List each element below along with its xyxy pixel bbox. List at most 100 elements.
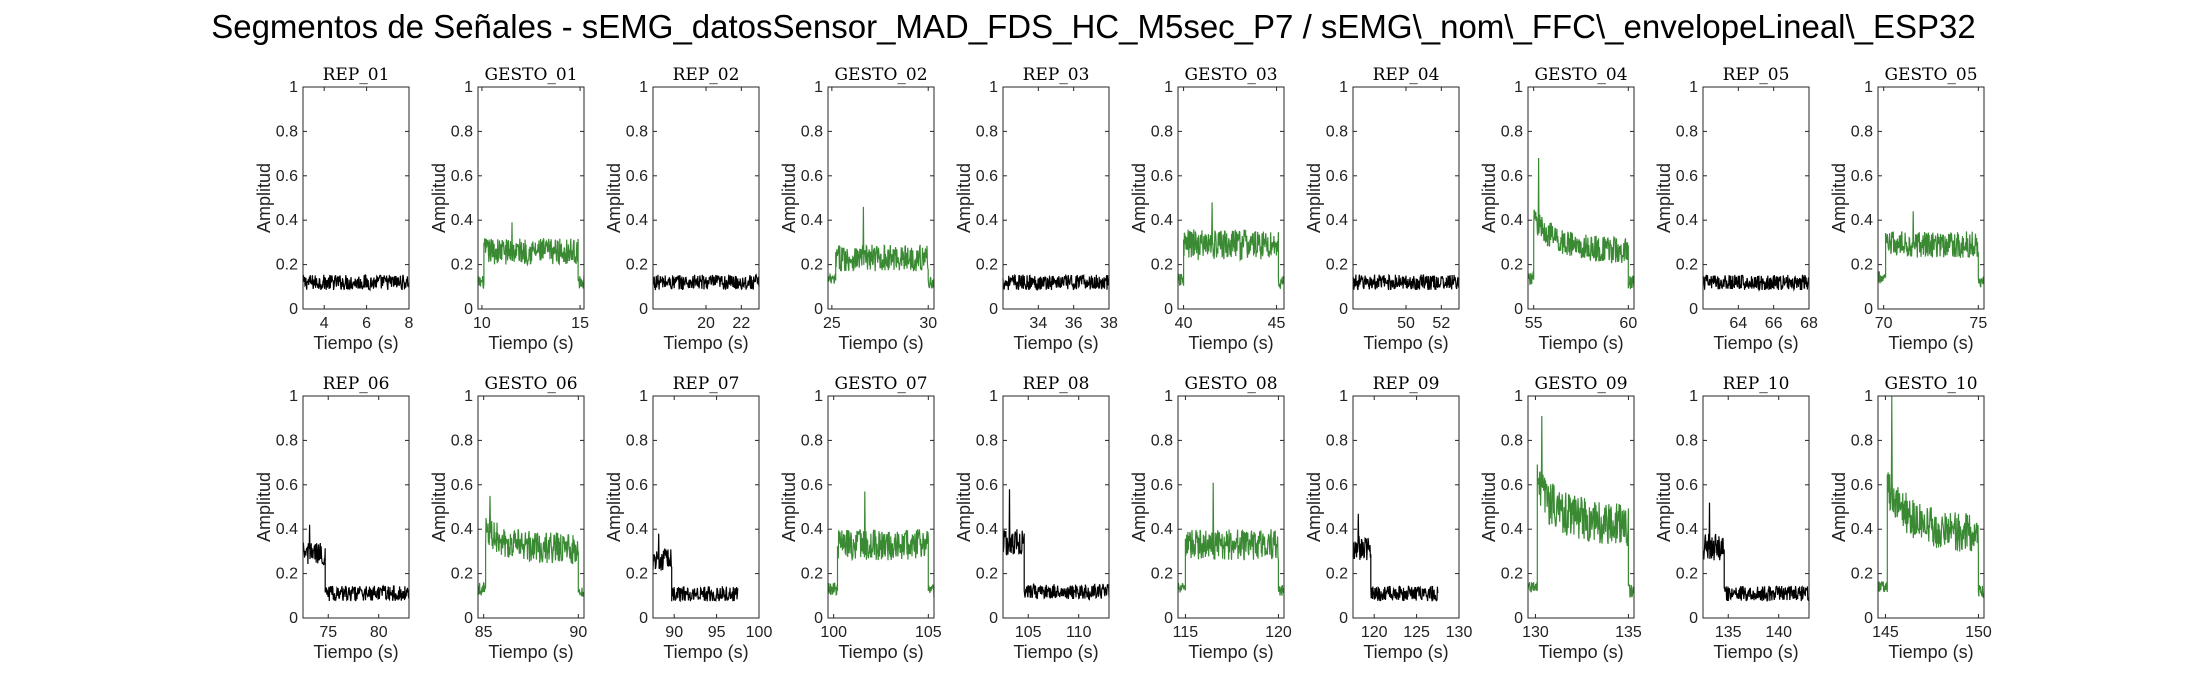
- y-axis-label: Amplitud: [429, 163, 449, 233]
- signal-line-gesto: [1877, 211, 1985, 288]
- y-tick-label: 0: [1689, 610, 1698, 627]
- y-tick-label: 0.2: [1501, 566, 1523, 583]
- x-axis-label: Tiempo (s): [838, 333, 923, 353]
- y-tick-label: 0.2: [1326, 566, 1348, 583]
- subplot-title: GESTO_10: [1884, 374, 1977, 394]
- x-tick-label: 6: [362, 315, 371, 332]
- y-tick-label: 0: [1864, 301, 1873, 318]
- x-tick-label: 45: [1268, 315, 1286, 332]
- y-tick-label: 0.4: [976, 212, 998, 229]
- y-tick-label: 0: [1689, 301, 1698, 318]
- y-axis-label: Amplitud: [1654, 163, 1674, 233]
- signal-line-gesto: [1527, 157, 1635, 290]
- y-tick-label: 0.8: [451, 123, 473, 140]
- y-tick-label: 0.4: [276, 212, 298, 229]
- y-tick-label: 0.4: [1326, 521, 1348, 538]
- subplot-title: GESTO_07: [834, 374, 927, 394]
- subplot-rep-10: 0 0.2 0.4 0.6 0.8 1 135 140 REP_10 Tiempo (s) Ampl…: [1654, 374, 1810, 662]
- y-tick-label: 0.6: [1151, 477, 1173, 494]
- axes-box: [1527, 86, 1635, 310]
- subplot-rep-01: 0 0.2 0.4 0.6 0.8 1 4 6 8 REP_01 Tiempo (s) Amplitu…: [254, 65, 414, 353]
- y-tick-label: 1: [1164, 388, 1173, 405]
- y-tick-label: 1: [1689, 79, 1698, 96]
- y-tick-label: 0: [1164, 301, 1173, 318]
- x-tick-label: 105: [915, 624, 942, 641]
- x-tick-label: 8: [405, 315, 414, 332]
- y-tick-label: 0.4: [626, 521, 648, 538]
- x-tick-label: 34: [1029, 315, 1047, 332]
- y-tick-label: 0: [289, 610, 298, 627]
- y-tick-label: 0.8: [626, 432, 648, 449]
- x-tick-label: 30: [919, 315, 937, 332]
- y-tick-label: 0.8: [276, 123, 298, 140]
- y-tick-label: 1: [989, 388, 998, 405]
- y-tick-label: 0.8: [1851, 123, 1873, 140]
- axes-box: [1527, 395, 1635, 619]
- x-tick-label: 52: [1432, 315, 1450, 332]
- y-tick-label: 1: [814, 388, 823, 405]
- y-axis-label: Amplitud: [1129, 163, 1149, 233]
- y-tick-label: 1: [289, 388, 298, 405]
- axes-box: [1702, 395, 1810, 619]
- y-tick-label: 1: [464, 388, 473, 405]
- y-tick-label: 0.4: [1501, 212, 1523, 229]
- y-axis-label: Amplitud: [1479, 472, 1499, 542]
- y-tick-label: 0.2: [1151, 566, 1173, 583]
- subplot-rep-09: 0 0.2 0.4 0.6 0.8 1 120 125 130 REP_09 Tiempo (s) A…: [1304, 374, 1472, 662]
- axes-box: [302, 395, 410, 619]
- x-tick-label: 68: [1800, 315, 1818, 332]
- x-tick-label: 130: [1446, 624, 1473, 641]
- y-tick-label: 0.4: [801, 212, 823, 229]
- y-tick-label: 0.2: [1676, 566, 1698, 583]
- x-axis-label: Tiempo (s): [488, 333, 573, 353]
- x-tick-label: 95: [708, 624, 726, 641]
- axes-box: [827, 395, 935, 619]
- y-tick-label: 0.4: [1151, 212, 1173, 229]
- x-axis-label: Tiempo (s): [1713, 642, 1798, 662]
- y-tick-label: 0.2: [1851, 566, 1873, 583]
- y-tick-label: 0.2: [276, 257, 298, 274]
- subplot-gesto-04: 0 0.2 0.4 0.6 0.8 1 55 60 GESTO_04 Tiempo (s) Ampl…: [1479, 65, 1637, 353]
- subplot-title: REP_10: [1723, 374, 1790, 394]
- y-tick-label: 1: [1864, 79, 1873, 96]
- signal-line-rep: [1352, 513, 1439, 602]
- axes-box: [302, 86, 410, 310]
- subplot-title: REP_03: [1023, 65, 1090, 85]
- signal-line-rep: [302, 524, 410, 602]
- y-tick-label: 0.2: [976, 257, 998, 274]
- y-tick-label: 0.6: [276, 168, 298, 185]
- x-tick-label: 135: [1615, 624, 1642, 641]
- y-tick-label: 0.8: [1326, 123, 1348, 140]
- y-tick-label: 0.8: [976, 123, 998, 140]
- y-axis-label: Amplitud: [779, 472, 799, 542]
- x-tick-label: 90: [569, 624, 587, 641]
- x-axis-label: Tiempo (s): [1188, 642, 1273, 662]
- y-tick-label: 0.6: [1151, 168, 1173, 185]
- subplot-gesto-10: 0 0.2 0.4 0.6 0.8 1 145 150 GESTO_10 Tiempo (s) Am…: [1829, 374, 1992, 662]
- y-tick-label: 0.8: [1151, 432, 1173, 449]
- y-tick-label: 0.4: [1851, 212, 1873, 229]
- y-tick-label: 0.6: [976, 168, 998, 185]
- signal-line-rep: [1352, 273, 1460, 291]
- y-tick-label: 0.4: [626, 212, 648, 229]
- signal-line-gesto: [1877, 395, 1985, 598]
- axes-box: [1177, 86, 1285, 310]
- y-tick-label: 0.6: [801, 477, 823, 494]
- y-tick-label: 0.6: [801, 168, 823, 185]
- y-axis-label: Amplitud: [1829, 163, 1849, 233]
- subplot-rep-05: 0 0.2 0.4 0.6 0.8 1 64 66 68 REP_05 Tiempo (s) Ampl…: [1654, 65, 1818, 353]
- y-tick-label: 0: [814, 301, 823, 318]
- subplot-gesto-02: 0 0.2 0.4 0.6 0.8 1 25 30 GESTO_02 Tiempo (s) Ampl…: [779, 65, 937, 353]
- y-tick-label: 0.4: [1501, 521, 1523, 538]
- x-axis-label: Tiempo (s): [1188, 333, 1273, 353]
- subplot-title: REP_07: [673, 374, 740, 394]
- y-tick-label: 0.8: [1676, 123, 1698, 140]
- x-tick-label: 110: [1066, 624, 1092, 641]
- figure-title: Segmentos de Señales - sEMG_datosSensor_…: [211, 8, 1976, 45]
- x-tick-label: 120: [1265, 624, 1292, 641]
- y-tick-label: 1: [814, 79, 823, 96]
- y-tick-label: 0: [1514, 610, 1523, 627]
- x-axis-label: Tiempo (s): [663, 642, 748, 662]
- y-tick-label: 0.4: [1676, 212, 1698, 229]
- axes-box: [827, 86, 935, 310]
